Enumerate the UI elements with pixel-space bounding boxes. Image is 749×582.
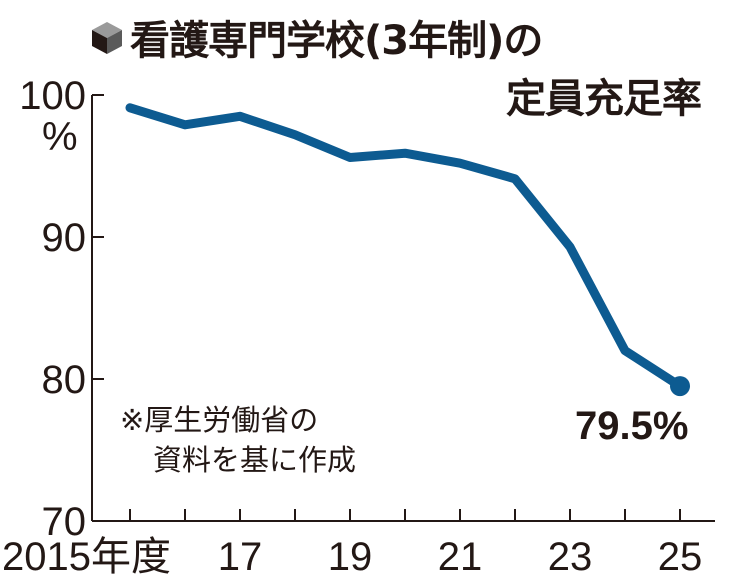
- x-tick-label: 25: [658, 535, 703, 579]
- series-line: [125, 103, 685, 391]
- y-tick-label: 70: [42, 500, 87, 544]
- data-point: [670, 376, 690, 397]
- note-line2: 資料を基に作成: [153, 443, 357, 477]
- title-text: 看護専門学校(3年制)の: [130, 18, 543, 64]
- note-line1: ※厚生労働省の: [120, 403, 319, 437]
- x-tick-label: 2015年度: [2, 535, 171, 579]
- chart-title-line1: 看護専門学校(3年制)の: [90, 8, 543, 66]
- cube-icon: [90, 20, 124, 66]
- chart-title-line2: 定員充足率: [506, 76, 702, 122]
- y-unit-label: %: [42, 115, 78, 159]
- x-tick-label: 21: [438, 535, 483, 579]
- x-tick-label: 17: [218, 535, 263, 579]
- x-tick-label: 23: [548, 535, 593, 579]
- y-tick-label: 100: [19, 74, 86, 118]
- y-tick-label: 90: [42, 216, 87, 260]
- end-value-label: 79.5%: [575, 404, 689, 448]
- source-note: ※厚生労働省の 資料を基に作成: [120, 400, 356, 480]
- y-tick-label: 80: [42, 358, 87, 402]
- x-tick-label: 19: [328, 535, 373, 579]
